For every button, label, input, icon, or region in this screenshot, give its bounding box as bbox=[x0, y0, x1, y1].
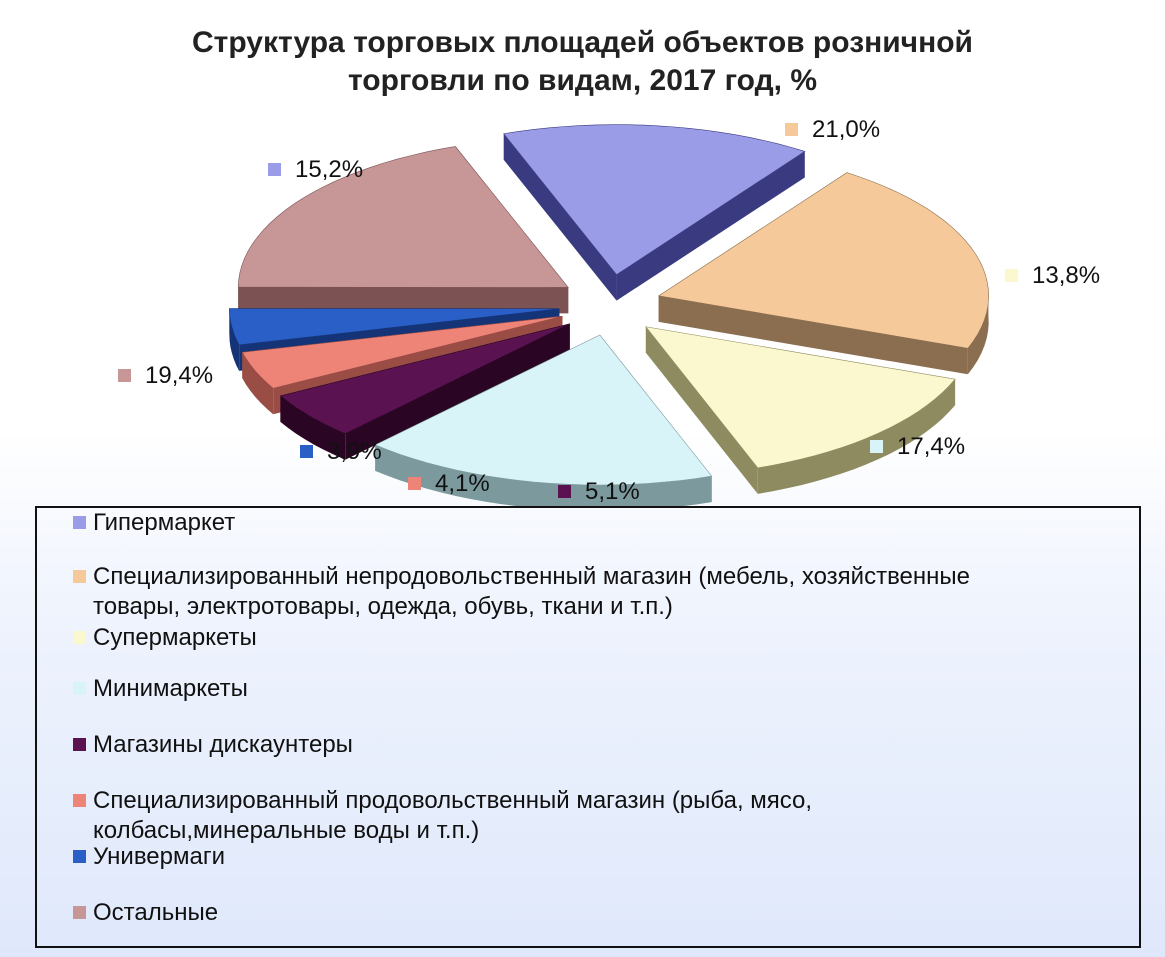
legend-item: Магазины дискаунтеры bbox=[73, 730, 1113, 760]
data-label: 15,2% bbox=[268, 156, 363, 184]
data-label-swatch bbox=[300, 445, 313, 458]
data-label-swatch bbox=[268, 163, 281, 176]
pie-slice-top bbox=[237, 146, 569, 288]
legend-label: Минимаркеты bbox=[93, 675, 248, 702]
pie-slice-edge bbox=[375, 444, 712, 506]
pie-slice-edge bbox=[242, 352, 274, 415]
data-label-swatch bbox=[118, 369, 131, 382]
legend-item: Универмаги bbox=[73, 842, 1113, 872]
data-label: 13,8% bbox=[1005, 262, 1100, 290]
pie-slice-side bbox=[238, 287, 569, 314]
legend-item: Специализированный продовольственный маг… bbox=[73, 786, 1113, 846]
data-label-text: 5,1% bbox=[585, 478, 640, 505]
pie-slice-top bbox=[241, 315, 563, 389]
pie-slice-side bbox=[645, 326, 758, 494]
legend-label: Магазины дискаунтеры bbox=[93, 731, 353, 758]
pie-slice-edge bbox=[229, 308, 240, 371]
legend-item: Остальные bbox=[73, 898, 1113, 928]
data-label-text: 3,9% bbox=[327, 438, 382, 465]
legend-label: Остальные bbox=[93, 899, 219, 926]
pie-slice-top bbox=[229, 308, 560, 346]
data-label-swatch bbox=[558, 485, 571, 498]
legend-item: Гипермаркет bbox=[73, 508, 1113, 538]
data-label-swatch bbox=[870, 440, 883, 453]
pie-slice-edge bbox=[757, 379, 956, 494]
pie-slice bbox=[237, 146, 569, 314]
data-label-text: 19,4% bbox=[145, 362, 214, 389]
data-label-swatch bbox=[785, 123, 798, 136]
legend-swatch bbox=[73, 794, 86, 807]
data-label-text: 4,1% bbox=[435, 470, 490, 497]
data-label-swatch bbox=[1005, 269, 1018, 282]
pie-slice-edge bbox=[280, 395, 346, 460]
legend-label: Специализированный продовольственный маг… bbox=[93, 787, 813, 814]
pie-slice-side bbox=[616, 151, 805, 301]
pie-slice-top bbox=[657, 172, 989, 349]
pie-slice bbox=[657, 172, 989, 375]
data-label: 4,1% bbox=[408, 470, 490, 498]
pie-slice-side bbox=[503, 133, 617, 301]
pie-chart bbox=[229, 124, 989, 506]
legend-item: Минимаркеты bbox=[73, 674, 1113, 704]
legend-swatch bbox=[73, 682, 86, 695]
data-label: 21,0% bbox=[785, 116, 880, 144]
legend: Гипермаркет Специализированный непродовол… bbox=[35, 506, 1141, 948]
data-label-text: 21,0% bbox=[812, 116, 881, 143]
legend-swatch bbox=[73, 738, 86, 751]
chart-title-line-1: Структура торговых площадей объектов роз… bbox=[192, 26, 973, 59]
legend-label: Универмаги bbox=[93, 843, 226, 870]
pie-slice-top bbox=[503, 124, 806, 276]
legend-label: товары, электротовары, одежда, обувь, тк… bbox=[93, 593, 673, 620]
legend-item: Супермаркеты bbox=[73, 623, 1113, 653]
legend-label: колбасы,минеральные воды и т.п.) bbox=[93, 817, 480, 844]
legend-swatch bbox=[73, 906, 86, 919]
pie-slice bbox=[374, 334, 713, 506]
legend-label: Специализированный непродовольственный м… bbox=[93, 563, 970, 590]
data-label-text: 13,8% bbox=[1032, 262, 1101, 289]
legend-label: Супермаркеты bbox=[93, 624, 257, 651]
legend-swatch bbox=[73, 570, 86, 583]
data-label: 17,4% bbox=[870, 433, 965, 461]
data-label: 19,4% bbox=[118, 362, 213, 390]
pie-slice bbox=[645, 326, 956, 494]
data-label: 5,1% bbox=[558, 478, 640, 506]
pie-slice bbox=[279, 323, 570, 460]
pie-slice-top bbox=[645, 326, 956, 469]
data-label-text: 15,2% bbox=[295, 156, 364, 183]
pie-slice-side bbox=[658, 295, 968, 375]
data-label-text: 17,4% bbox=[897, 433, 966, 460]
legend-swatch bbox=[73, 850, 86, 863]
legend-item: Специализированный непродовольственный м… bbox=[73, 562, 1113, 622]
legend-label: Гипермаркет bbox=[93, 509, 236, 536]
data-label-swatch bbox=[408, 477, 421, 490]
data-label: 3,9% bbox=[300, 438, 382, 466]
legend-swatch bbox=[73, 631, 86, 644]
chart-title-line-2: торговли по видам, 2017 год, % bbox=[348, 64, 817, 97]
chart-title: Структура торговых площадей объектов роз… bbox=[0, 24, 1165, 100]
legend-swatch bbox=[73, 516, 86, 529]
pie-slice-top bbox=[279, 323, 570, 435]
pie-slice-top bbox=[374, 334, 713, 486]
pie-slice bbox=[503, 124, 806, 301]
pie-slice-edge bbox=[967, 290, 989, 375]
